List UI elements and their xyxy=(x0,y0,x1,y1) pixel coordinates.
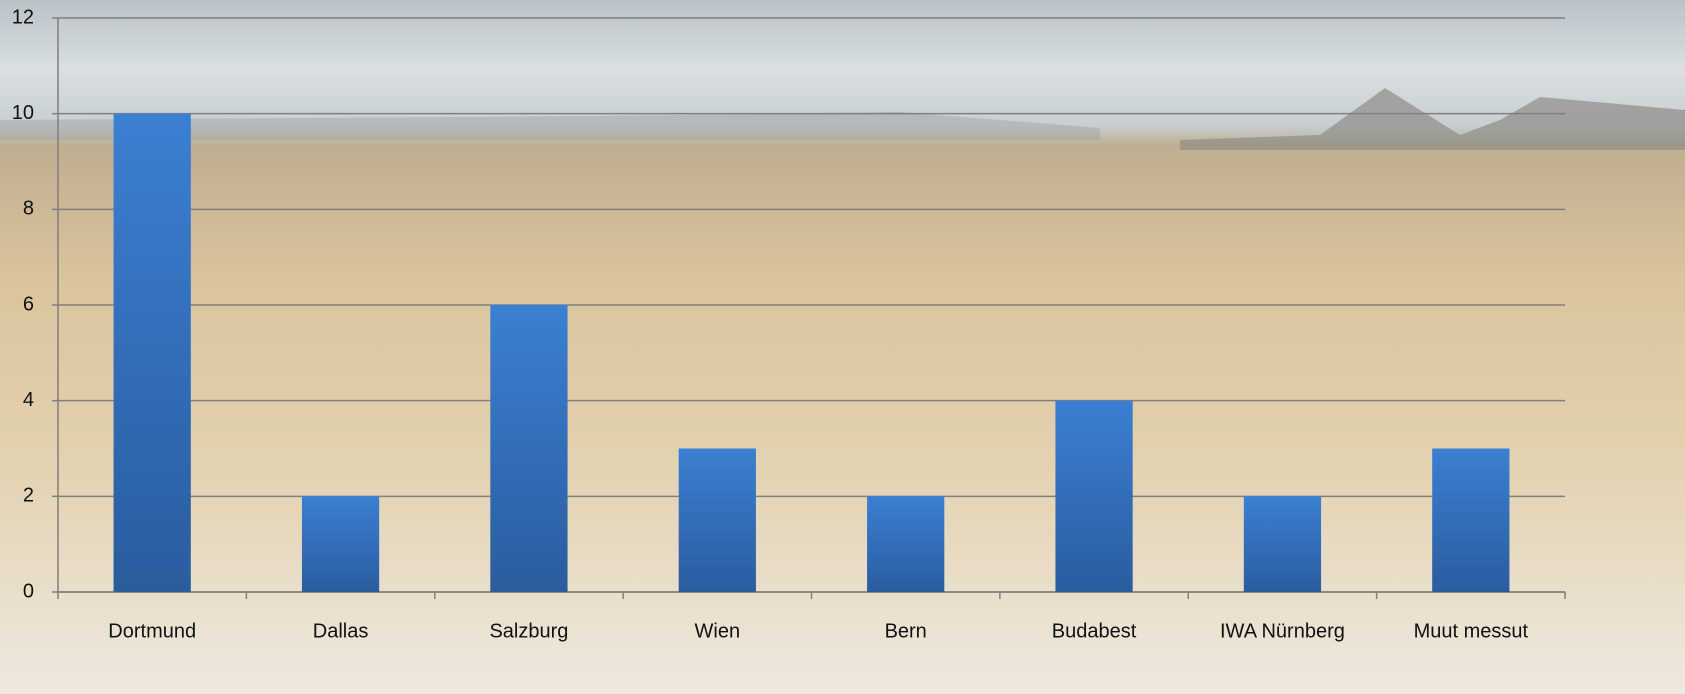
bar xyxy=(1243,496,1322,592)
bar xyxy=(301,496,380,592)
x-tick-label: Dortmund xyxy=(108,620,196,642)
x-tick-label: Budabest xyxy=(1052,620,1137,642)
y-tick-label: 8 xyxy=(23,198,34,220)
bar xyxy=(1432,448,1510,592)
x-tick-label: Muut messut xyxy=(1414,620,1529,642)
mountains xyxy=(1180,88,1685,150)
bar xyxy=(678,448,756,592)
hills xyxy=(0,112,1100,140)
y-tick-label: 10 xyxy=(12,102,34,124)
bar xyxy=(867,496,945,592)
x-tick-label: Bern xyxy=(885,620,927,642)
x-tick-label: Wien xyxy=(695,620,741,642)
y-tick-label: 6 xyxy=(23,293,34,315)
bar xyxy=(1055,400,1133,592)
bar xyxy=(113,113,191,593)
x-tick-label: Salzburg xyxy=(489,620,568,642)
x-tick-label: Dallas xyxy=(313,620,369,642)
y-tick-label: 4 xyxy=(23,389,34,411)
y-tick-label: 12 xyxy=(12,6,34,28)
y-tick-label: 0 xyxy=(23,580,34,602)
x-tick-label: IWA Nürnberg xyxy=(1220,620,1345,642)
y-tick-label: 2 xyxy=(23,485,34,507)
bar xyxy=(490,305,568,592)
